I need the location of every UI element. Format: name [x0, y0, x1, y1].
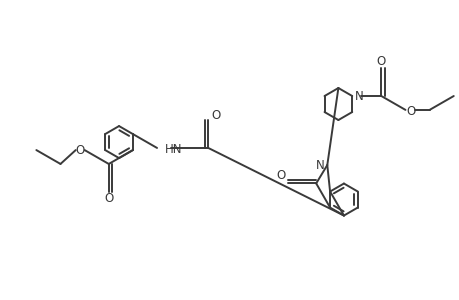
Text: O: O — [211, 109, 220, 122]
Text: HN: HN — [165, 143, 182, 156]
Text: O: O — [275, 169, 285, 182]
Text: O: O — [104, 192, 113, 205]
Text: O: O — [376, 55, 385, 68]
Text: O: O — [406, 105, 415, 119]
Text: N: N — [354, 89, 363, 103]
Text: N: N — [315, 159, 324, 172]
Text: O: O — [75, 144, 84, 157]
